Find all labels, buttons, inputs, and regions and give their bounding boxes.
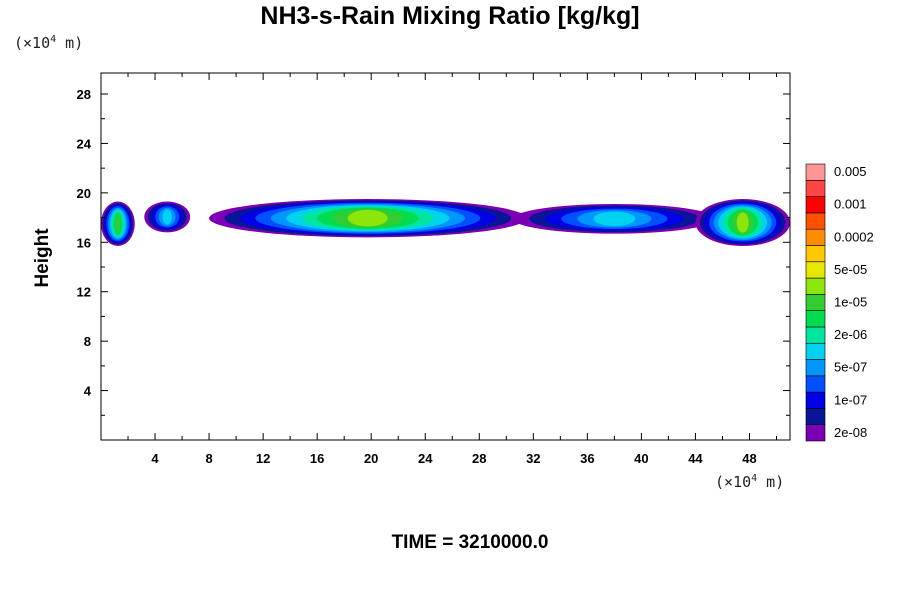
colorbar-swatch xyxy=(805,326,826,344)
contour-band xyxy=(162,209,172,225)
colorbar-swatch xyxy=(805,342,826,360)
contour-band xyxy=(593,211,636,226)
y-tick-label: 28 xyxy=(77,87,91,102)
x-tick-label: 4 xyxy=(151,451,159,466)
x-tick-label: 28 xyxy=(472,451,486,466)
colorbar-label: 5e-05 xyxy=(834,262,867,277)
chart-title: NH3-s-Rain Mixing Ratio [kg/kg] xyxy=(260,2,640,30)
colorbar-swatch xyxy=(805,212,826,230)
x-tick-label: 24 xyxy=(418,451,433,466)
colorbar-swatch xyxy=(805,424,826,442)
y-tick-label: 4 xyxy=(84,384,92,399)
x-tick-label: 32 xyxy=(526,451,540,466)
y-tick-label: 8 xyxy=(84,334,91,349)
colorbar-label: 0.0002 xyxy=(834,229,874,244)
colorbar-swatch xyxy=(805,391,826,409)
colorbar-label: 0.001 xyxy=(834,197,867,212)
colorbar-swatch xyxy=(805,294,826,311)
y-tick-label: 12 xyxy=(77,285,91,300)
colorbar-swatch xyxy=(805,277,826,295)
y-tick-label: 24 xyxy=(77,136,92,151)
y-axis-unit: (×104 m) xyxy=(14,34,84,52)
x-axis: 4 8 12 16 20 24 28 32 36 40 44 48 xyxy=(127,73,777,466)
colorbar-swatch xyxy=(805,408,826,426)
colorbar-swatch xyxy=(805,261,826,279)
contour-band xyxy=(115,213,121,234)
contour-band xyxy=(736,212,749,233)
colorbar-label: 1e-05 xyxy=(834,295,867,310)
plot-frame xyxy=(100,72,791,441)
x-tick-label: 8 xyxy=(205,451,212,466)
colorbar-swatch xyxy=(805,228,826,246)
y-tick-label: 20 xyxy=(77,186,91,201)
colorbar-swatch xyxy=(805,245,826,263)
x-tick-label: 20 xyxy=(364,451,378,466)
time-label: TIME = 3210000.0 xyxy=(391,532,549,553)
contour-layer xyxy=(101,199,790,246)
colorbar-label: 0.005 xyxy=(834,164,867,179)
x-tick-label: 12 xyxy=(256,451,270,466)
colorbar-swatch xyxy=(805,359,826,377)
x-tick-label: 48 xyxy=(742,451,756,466)
x-tick-label: 44 xyxy=(688,451,703,466)
colorbar-swatch xyxy=(805,179,826,197)
colorbar: 2e-08 1e-07 5e-07 2e-06 1e-05 5e-05 0.0002 0.00… xyxy=(805,163,874,442)
x-axis-unit: (×104 m) xyxy=(715,473,785,491)
colorbar-swatch xyxy=(805,310,826,328)
x-tick-label: 16 xyxy=(310,451,324,466)
x-tick-label: 40 xyxy=(634,451,648,466)
colorbar-label: 2e-06 xyxy=(834,327,867,342)
x-tick-label: 36 xyxy=(580,451,594,466)
contour-band xyxy=(347,209,388,227)
colorbar-swatch xyxy=(805,375,826,393)
y-tick-label: 16 xyxy=(77,235,91,250)
colorbar-label: 1e-07 xyxy=(834,392,867,407)
colorbar-label: 5e-07 xyxy=(834,360,867,375)
y-axis: 4 8 12 16 20 24 28 xyxy=(77,87,790,416)
colorbar-label: 2e-08 xyxy=(834,425,867,440)
colorbar-swatch xyxy=(805,196,826,214)
colorbar-swatch xyxy=(805,163,826,181)
